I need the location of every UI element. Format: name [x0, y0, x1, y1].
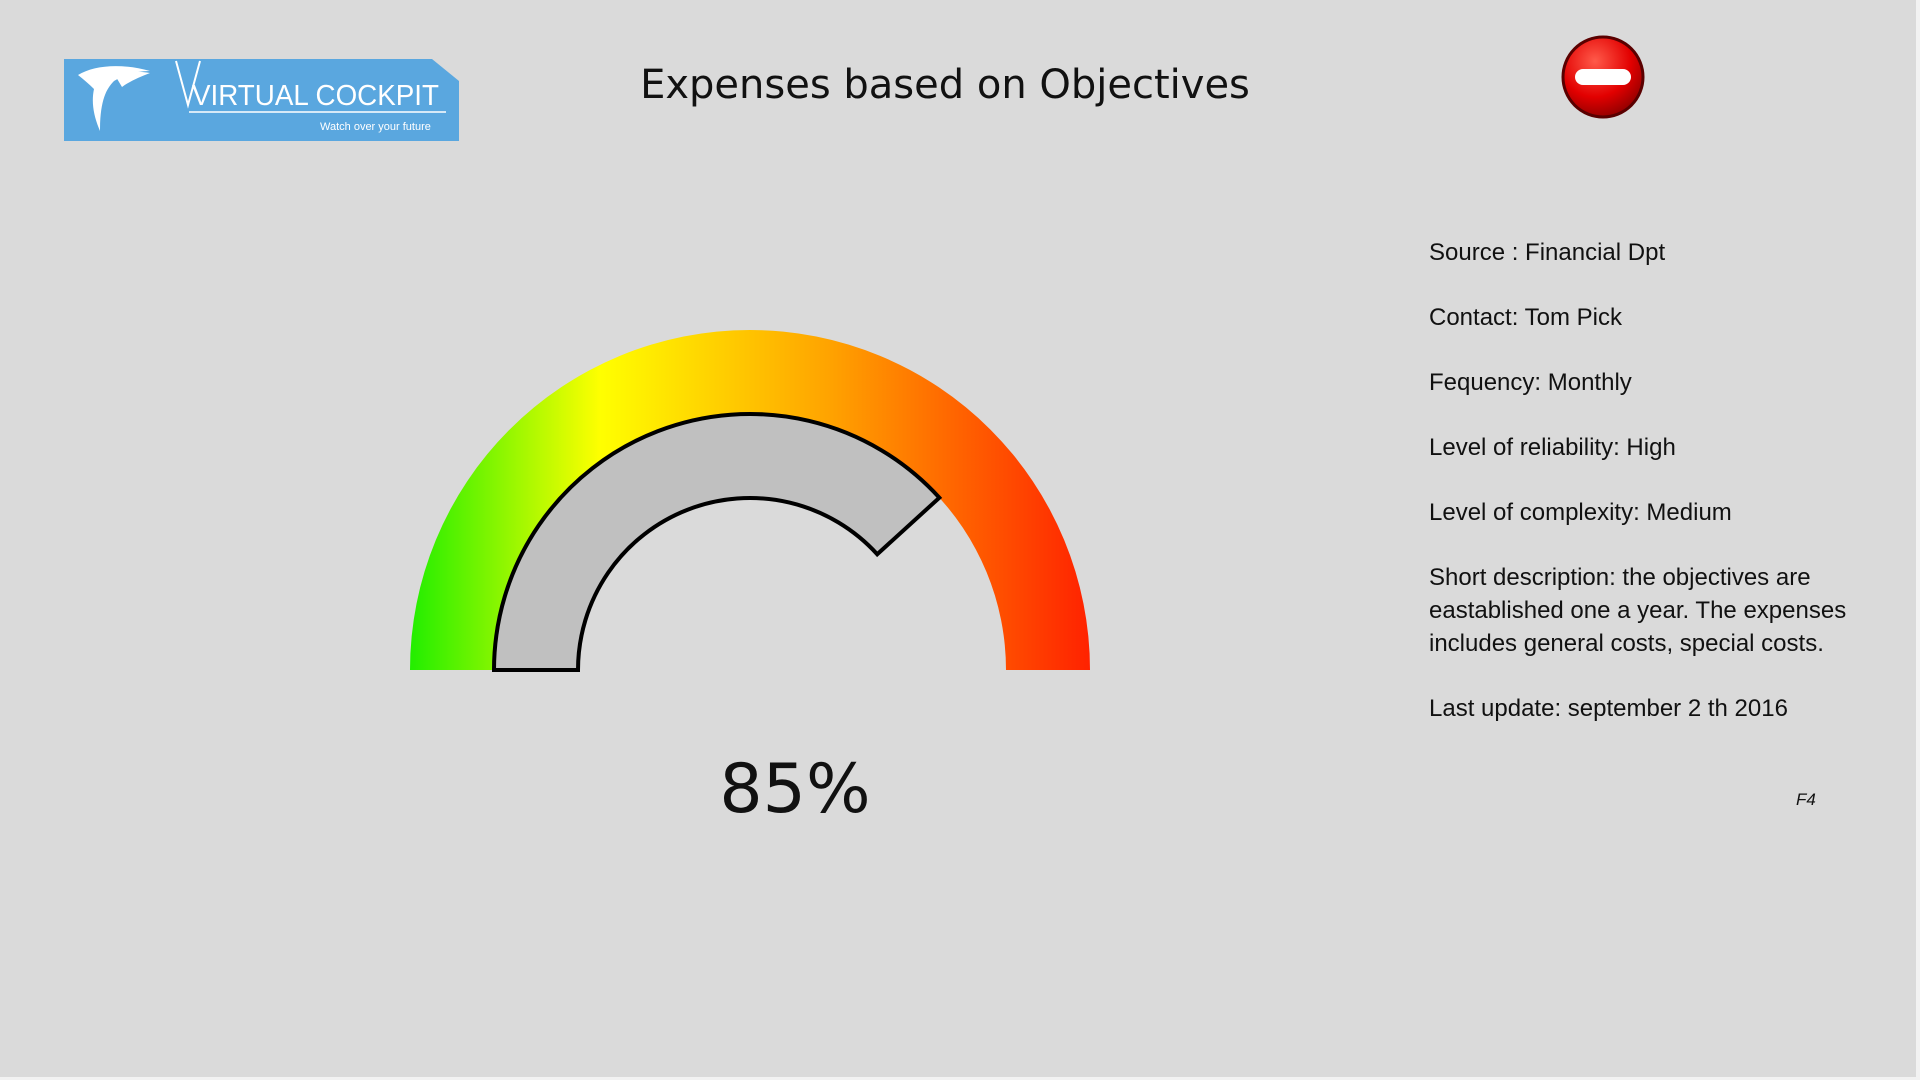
- logo-accent-stroke: [175, 60, 201, 109]
- slide-border-bottom: [0, 1077, 1920, 1080]
- info-reliability: Level of reliability: High: [1429, 434, 1676, 461]
- info-last-update: Last update: september 2 th 2016: [1429, 695, 1788, 722]
- no-entry-bar: [1575, 69, 1631, 85]
- gauge-color-track: [410, 330, 1090, 670]
- gauge-value-fill: [491, 412, 943, 672]
- info-frequency: Fequency: Monthly: [1429, 369, 1632, 396]
- logo-wordmark: VIRTUAL COCKPIT: [192, 80, 439, 112]
- logo-banner: [64, 59, 459, 141]
- slide-border-right: [1916, 0, 1920, 1080]
- info-description: Short description: the objectives are ea…: [1429, 564, 1847, 657]
- info-complexity: Level of complexity: Medium: [1429, 499, 1732, 526]
- logo-tagline: Watch over your future: [320, 121, 431, 133]
- gauge-value-label: 85%: [719, 750, 871, 829]
- virtual-cockpit-logo: VIRTUAL COCKPIT Watch over your future: [64, 59, 459, 141]
- slide-code: F4: [1796, 790, 1816, 809]
- gauge-chart: [410, 330, 1090, 672]
- info-contact: Contact: Tom Pick: [1429, 304, 1622, 331]
- eagle-icon: [78, 66, 150, 131]
- info-source: Source : Financial Dpt: [1429, 239, 1666, 266]
- page-title: Expenses based on Objectives: [640, 62, 1250, 108]
- info-panel: Source : Financial Dpt Contact: Tom Pick…: [1429, 236, 1869, 757]
- no-entry-icon: [1561, 35, 1645, 119]
